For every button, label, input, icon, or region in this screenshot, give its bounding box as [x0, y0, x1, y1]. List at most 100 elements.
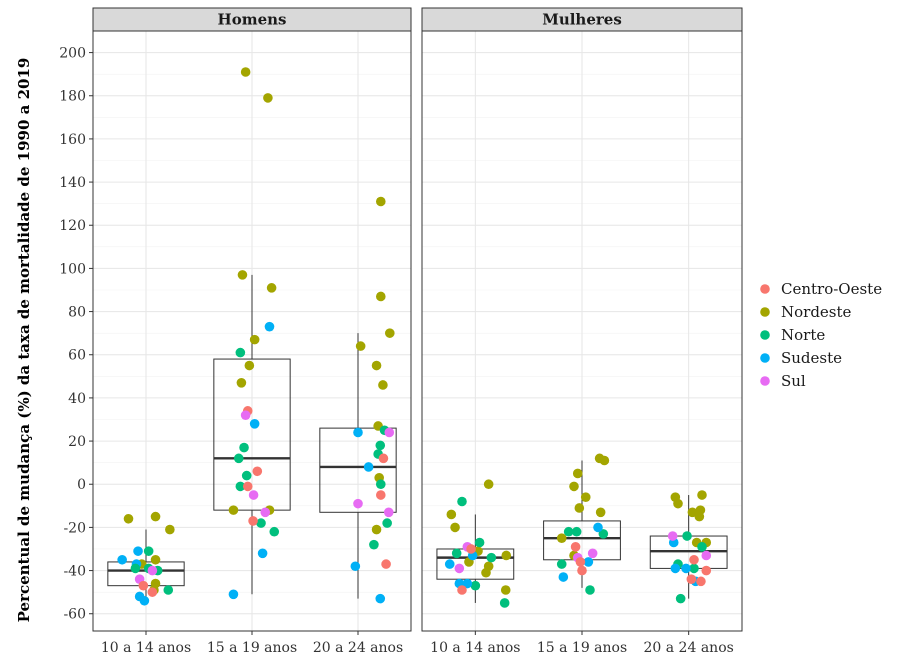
x-tick-label: 15 a 19 anos	[207, 640, 297, 656]
y-tick-label: 200	[59, 46, 86, 62]
data-point-nordeste	[244, 360, 255, 371]
data-point-nordeste	[375, 196, 386, 207]
data-point-nordeste	[574, 503, 585, 513]
x-tick-label: 15 a 19 anos	[537, 640, 627, 656]
data-point-sudeste	[681, 563, 691, 574]
legend-key-sul	[760, 376, 770, 386]
x-tick-label: 10 a 14 anos	[101, 640, 191, 656]
strip-title: Homens	[218, 11, 287, 29]
data-point-norte	[451, 548, 462, 559]
data-point-norte	[375, 440, 386, 451]
data-point-centro-oeste	[689, 554, 699, 565]
data-point-norte	[233, 453, 244, 464]
y-axis: -60 -40 -20 0 20 40 60 80 100 120 140 160 180 200	[59, 46, 93, 623]
data-point-norte	[130, 563, 141, 574]
data-point-centro-oeste	[575, 557, 586, 567]
data-point-nordeste	[569, 481, 579, 492]
data-point-sul	[587, 548, 598, 559]
data-point-sudeste	[133, 546, 143, 556]
y-tick-label: 40	[68, 391, 86, 407]
legend-key-centro-oeste	[760, 284, 770, 294]
legend-key-nordeste	[760, 307, 770, 317]
data-point-norte	[474, 537, 485, 548]
data-point-norte	[486, 552, 497, 563]
data-point-nordeste	[123, 513, 134, 524]
data-point-sudeste	[264, 321, 275, 332]
data-point-centro-oeste	[457, 585, 467, 595]
data-point-nordeste	[446, 509, 457, 520]
x-tick-label: 10 a 14 anos	[430, 640, 520, 656]
data-point-centro-oeste	[242, 481, 253, 492]
y-tick-label: -60	[63, 607, 86, 623]
data-point-norte	[241, 470, 252, 481]
data-point-nordeste	[599, 455, 610, 466]
legend: Centro-Oeste Nordeste Norte Sudeste Sul	[760, 280, 882, 390]
legend-label: Norte	[781, 326, 825, 344]
data-point-nordeste	[580, 492, 591, 502]
y-tick-label: 180	[59, 89, 86, 105]
data-point-sul	[701, 550, 712, 561]
y-tick-label: 140	[59, 175, 86, 191]
y-tick-label: -40	[63, 564, 86, 580]
data-point-centro-oeste	[696, 576, 706, 587]
data-point-sudeste	[363, 462, 374, 472]
data-point-nordeste	[165, 524, 175, 535]
data-point-nordeste	[240, 67, 251, 77]
data-point-norte	[598, 529, 609, 539]
box	[213, 358, 291, 511]
data-point-nordeste	[378, 380, 388, 390]
data-point-sudeste	[257, 548, 268, 559]
data-point-sul	[383, 507, 394, 518]
y-tick-label: -20	[63, 520, 86, 536]
boxplot	[213, 274, 291, 595]
data-point-sudeste	[350, 561, 361, 572]
data-point-sudeste	[249, 419, 260, 429]
y-axis-title-group: Percentual de mudança (%) da taxa de mor…	[15, 58, 33, 623]
data-point-sul	[454, 563, 465, 574]
data-point-nordeste	[572, 468, 583, 479]
data-point-sudeste	[353, 427, 363, 438]
strip-background	[421, 7, 743, 32]
data-point-nordeste	[481, 567, 491, 578]
strip-title: Mulheres	[542, 11, 622, 29]
data-point-norte	[682, 531, 692, 541]
data-point-norte	[499, 598, 510, 608]
data-point-centro-oeste	[570, 542, 581, 552]
data-point-centro-oeste	[701, 565, 712, 576]
data-point-centro-oeste	[138, 580, 149, 591]
strip-background	[92, 7, 412, 32]
y-tick-label: 100	[59, 261, 86, 277]
data-point-sul	[667, 531, 678, 541]
y-tick-label: 60	[68, 348, 86, 364]
data-point-nordeste	[249, 334, 260, 345]
legend-label: Centro-Oeste	[781, 280, 882, 298]
data-point-centro-oeste	[686, 574, 697, 585]
data-point-norte	[697, 542, 707, 552]
legend-label: Sudeste	[781, 349, 842, 367]
data-point-norte	[239, 442, 249, 453]
data-point-sul	[384, 427, 395, 438]
y-tick-label: 160	[59, 132, 86, 148]
data-point-norte	[571, 526, 582, 537]
data-point-nordeste	[673, 498, 683, 509]
data-point-sudeste	[593, 522, 603, 533]
data-point-nordeste	[371, 524, 382, 535]
data-point-centro-oeste	[375, 490, 386, 500]
data-point-centro-oeste	[147, 587, 158, 597]
data-point-nordeste	[236, 377, 247, 388]
data-point-norte	[269, 526, 280, 537]
data-point-norte	[457, 496, 467, 507]
data-point-nordeste	[237, 270, 248, 280]
data-point-nordeste	[694, 511, 705, 522]
data-point-centro-oeste	[577, 565, 587, 576]
legend-key-sudeste	[760, 353, 770, 363]
x-tick-label: 20 a 24 anos	[644, 640, 734, 656]
data-point-norte	[369, 539, 379, 550]
data-point-nordeste	[687, 507, 698, 518]
data-point-norte	[163, 585, 174, 595]
data-point-sudeste	[117, 554, 127, 565]
data-point-nordeste	[228, 505, 239, 515]
legend-key-norte	[760, 330, 770, 340]
data-point-sudeste	[583, 557, 594, 567]
